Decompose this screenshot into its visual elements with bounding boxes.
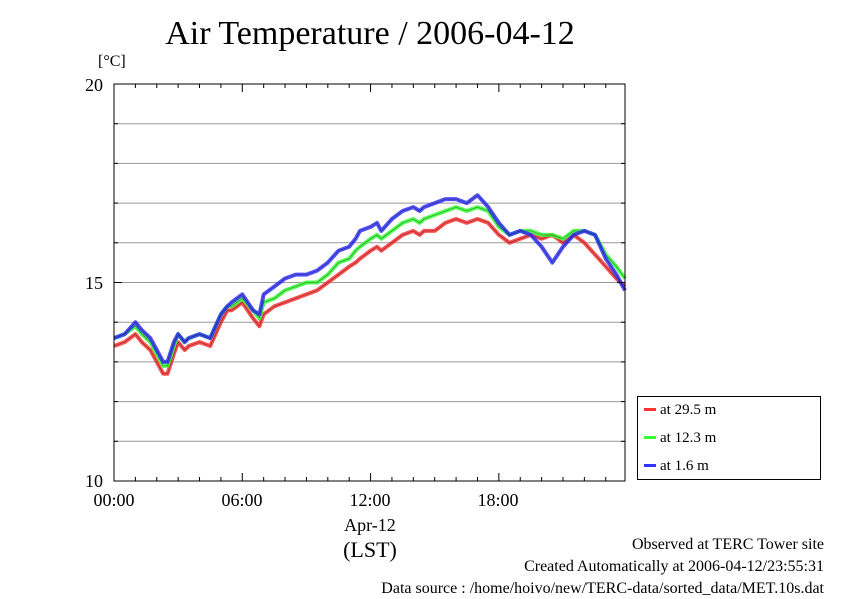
legend-swatch-green	[644, 436, 656, 440]
legend-swatch-blue	[644, 464, 656, 468]
x-tick-label-0000: 00:00	[93, 490, 135, 510]
series-line-core-2	[113, 194, 626, 363]
legend-label-12-3m: at 12.3 m	[660, 430, 717, 446]
x-tick-label-0600: 06:00	[221, 490, 263, 510]
y-tick-label-15: 15	[85, 273, 103, 293]
y-axis-unit-label: [°C]	[98, 53, 126, 70]
series-line-core-1	[113, 206, 626, 367]
chart-title: Air Temperature / 2006-04-12	[165, 15, 575, 52]
series-line-1	[113, 205, 627, 368]
legend-item-1-6m: at 1.6 m	[644, 456, 709, 476]
series-line-core-0	[113, 218, 626, 375]
x-axis-date-label: Apr-12	[344, 515, 396, 535]
footer-observed: Observed at TERC Tower site	[631, 536, 824, 553]
footer-source: Data source : /home/hoivo/new/TERC-data/…	[381, 580, 824, 597]
grid-lines	[114, 123, 625, 442]
x-tick-label-1800: 18:00	[477, 490, 519, 510]
legend-item-12-3m: at 12.3 m	[644, 428, 716, 448]
plot-frame	[113, 83, 626, 482]
legend: at 29.5 m at 12.3 m at 1.6 m	[637, 396, 821, 480]
x-axis-label: (LST)	[343, 537, 397, 562]
series-line-0	[113, 217, 627, 376]
footer-created: Created Automatically at 2006-04-12/23:5…	[524, 558, 824, 575]
legend-item-29-5m: at 29.5 m	[644, 400, 716, 420]
legend-label-1-6m: at 1.6 m	[660, 458, 709, 474]
x-tick-label-1200: 12:00	[349, 490, 391, 510]
y-tick-label-20: 20	[85, 75, 103, 95]
series-line-2	[113, 193, 627, 364]
series-lines	[113, 193, 627, 376]
y-tick-label-10: 10	[85, 471, 103, 491]
axis-ticks	[113, 83, 625, 482]
legend-swatch-red	[644, 408, 656, 412]
legend-label-29-5m: at 29.5 m	[660, 402, 717, 418]
